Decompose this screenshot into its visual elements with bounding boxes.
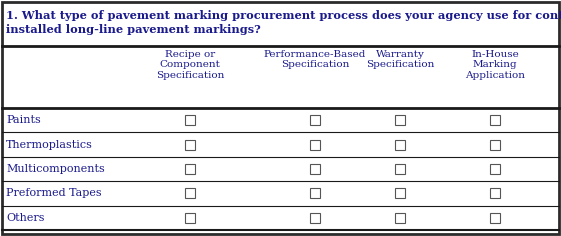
Bar xyxy=(490,213,500,223)
Bar xyxy=(490,164,500,174)
Text: installed long-line pavement markings?: installed long-line pavement markings? xyxy=(6,24,261,35)
Text: Recipe or
Component
Specification: Recipe or Component Specification xyxy=(156,50,224,80)
Bar xyxy=(310,164,320,174)
Bar xyxy=(310,115,320,125)
Bar xyxy=(395,213,405,223)
Bar xyxy=(490,140,500,150)
Bar xyxy=(310,188,320,198)
Bar xyxy=(395,115,405,125)
Text: Performance-Based
Specification: Performance-Based Specification xyxy=(264,50,366,69)
Bar xyxy=(185,164,195,174)
Bar xyxy=(395,188,405,198)
Text: Others: Others xyxy=(6,213,44,223)
Bar xyxy=(185,188,195,198)
Bar xyxy=(490,188,500,198)
Text: Paints: Paints xyxy=(6,115,41,125)
Bar xyxy=(395,140,405,150)
Text: Thermoplastics: Thermoplastics xyxy=(6,140,93,150)
Bar xyxy=(185,115,195,125)
Bar xyxy=(185,140,195,150)
Bar xyxy=(490,115,500,125)
Text: Warranty
Specification: Warranty Specification xyxy=(366,50,434,69)
Bar xyxy=(310,213,320,223)
Text: Multicomponents: Multicomponents xyxy=(6,164,105,174)
Bar xyxy=(395,164,405,174)
Bar xyxy=(185,213,195,223)
Text: In-House
Marking
Application: In-House Marking Application xyxy=(465,50,525,80)
Bar xyxy=(310,140,320,150)
Text: 1. What type of pavement marking procurement process does your agency use for co: 1. What type of pavement marking procure… xyxy=(6,10,561,21)
Text: Preformed Tapes: Preformed Tapes xyxy=(6,188,102,198)
